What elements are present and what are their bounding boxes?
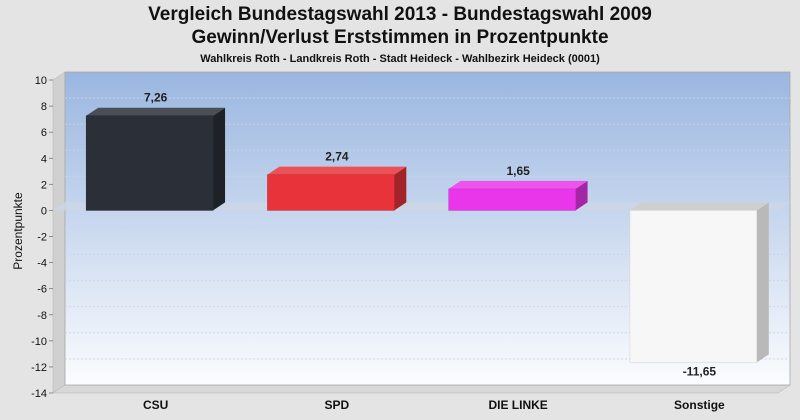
chart-district-subtitle: Wahlkreis Roth - Landkreis Roth - Stadt …: [200, 53, 600, 65]
y-tick-label: -8: [37, 310, 47, 322]
bar: [629, 202, 769, 363]
y-tick-label: 6: [41, 127, 47, 139]
bar-top: [448, 180, 588, 189]
data-label: 7,26: [144, 91, 168, 105]
bar-side: [575, 180, 588, 211]
bar-side: [756, 202, 769, 363]
y-tick-label: -14: [31, 388, 47, 400]
bar-side: [213, 107, 226, 211]
chart-subtitle: Gewinn/Verlust Erststimmen in Prozentpun…: [191, 27, 609, 48]
bar-side: [394, 166, 407, 211]
zero-baseline: [53, 202, 790, 211]
y-tick-label: 0: [41, 205, 47, 217]
y-tick-label: -12: [31, 362, 47, 374]
x-category-label: SPD: [325, 398, 350, 412]
category-labels: CSU SPD DIE LINKE Sonstige: [143, 398, 725, 412]
bar-top: [86, 107, 226, 116]
x-category-label: Sonstige: [674, 398, 725, 412]
plot-side-wall: [52, 71, 66, 394]
x-category-label: DIE LINKE: [488, 398, 547, 412]
bar: [267, 166, 407, 211]
bar-front: [267, 174, 395, 211]
plot-floor: [52, 384, 791, 394]
data-labels: 7,26 2,74 1,65 -11,65: [144, 91, 716, 379]
y-tick-label: 4: [41, 153, 47, 165]
bar-front: [85, 115, 214, 211]
x-category-label: CSU: [143, 398, 168, 412]
y-tick-label: 8: [41, 101, 47, 113]
bar-front: [629, 210, 758, 363]
y-tick-label: -6: [37, 284, 47, 296]
y-tick-label: 10: [35, 75, 47, 87]
bar-top: [267, 166, 407, 175]
y-tick-label: -2: [37, 232, 47, 244]
data-label: 1,65: [506, 164, 530, 178]
bar-top: [629, 202, 769, 211]
bar: [85, 107, 226, 211]
chart-title: Vergleich Bundestagswahl 2013 - Bundesta…: [148, 4, 652, 25]
bars: [85, 107, 769, 363]
data-label: 2,74: [325, 150, 349, 164]
y-tick-label: -4: [37, 258, 47, 270]
bar: [448, 180, 588, 211]
y-axis-ticks: 10 8 6 4 2 0 -2 -4 -6 -8 -10 -12 -14: [31, 75, 53, 400]
y-tick-label: 2: [41, 179, 47, 191]
bar-front: [448, 188, 576, 211]
y-tick-label: -10: [31, 336, 47, 348]
data-label: -11,65: [683, 364, 717, 378]
